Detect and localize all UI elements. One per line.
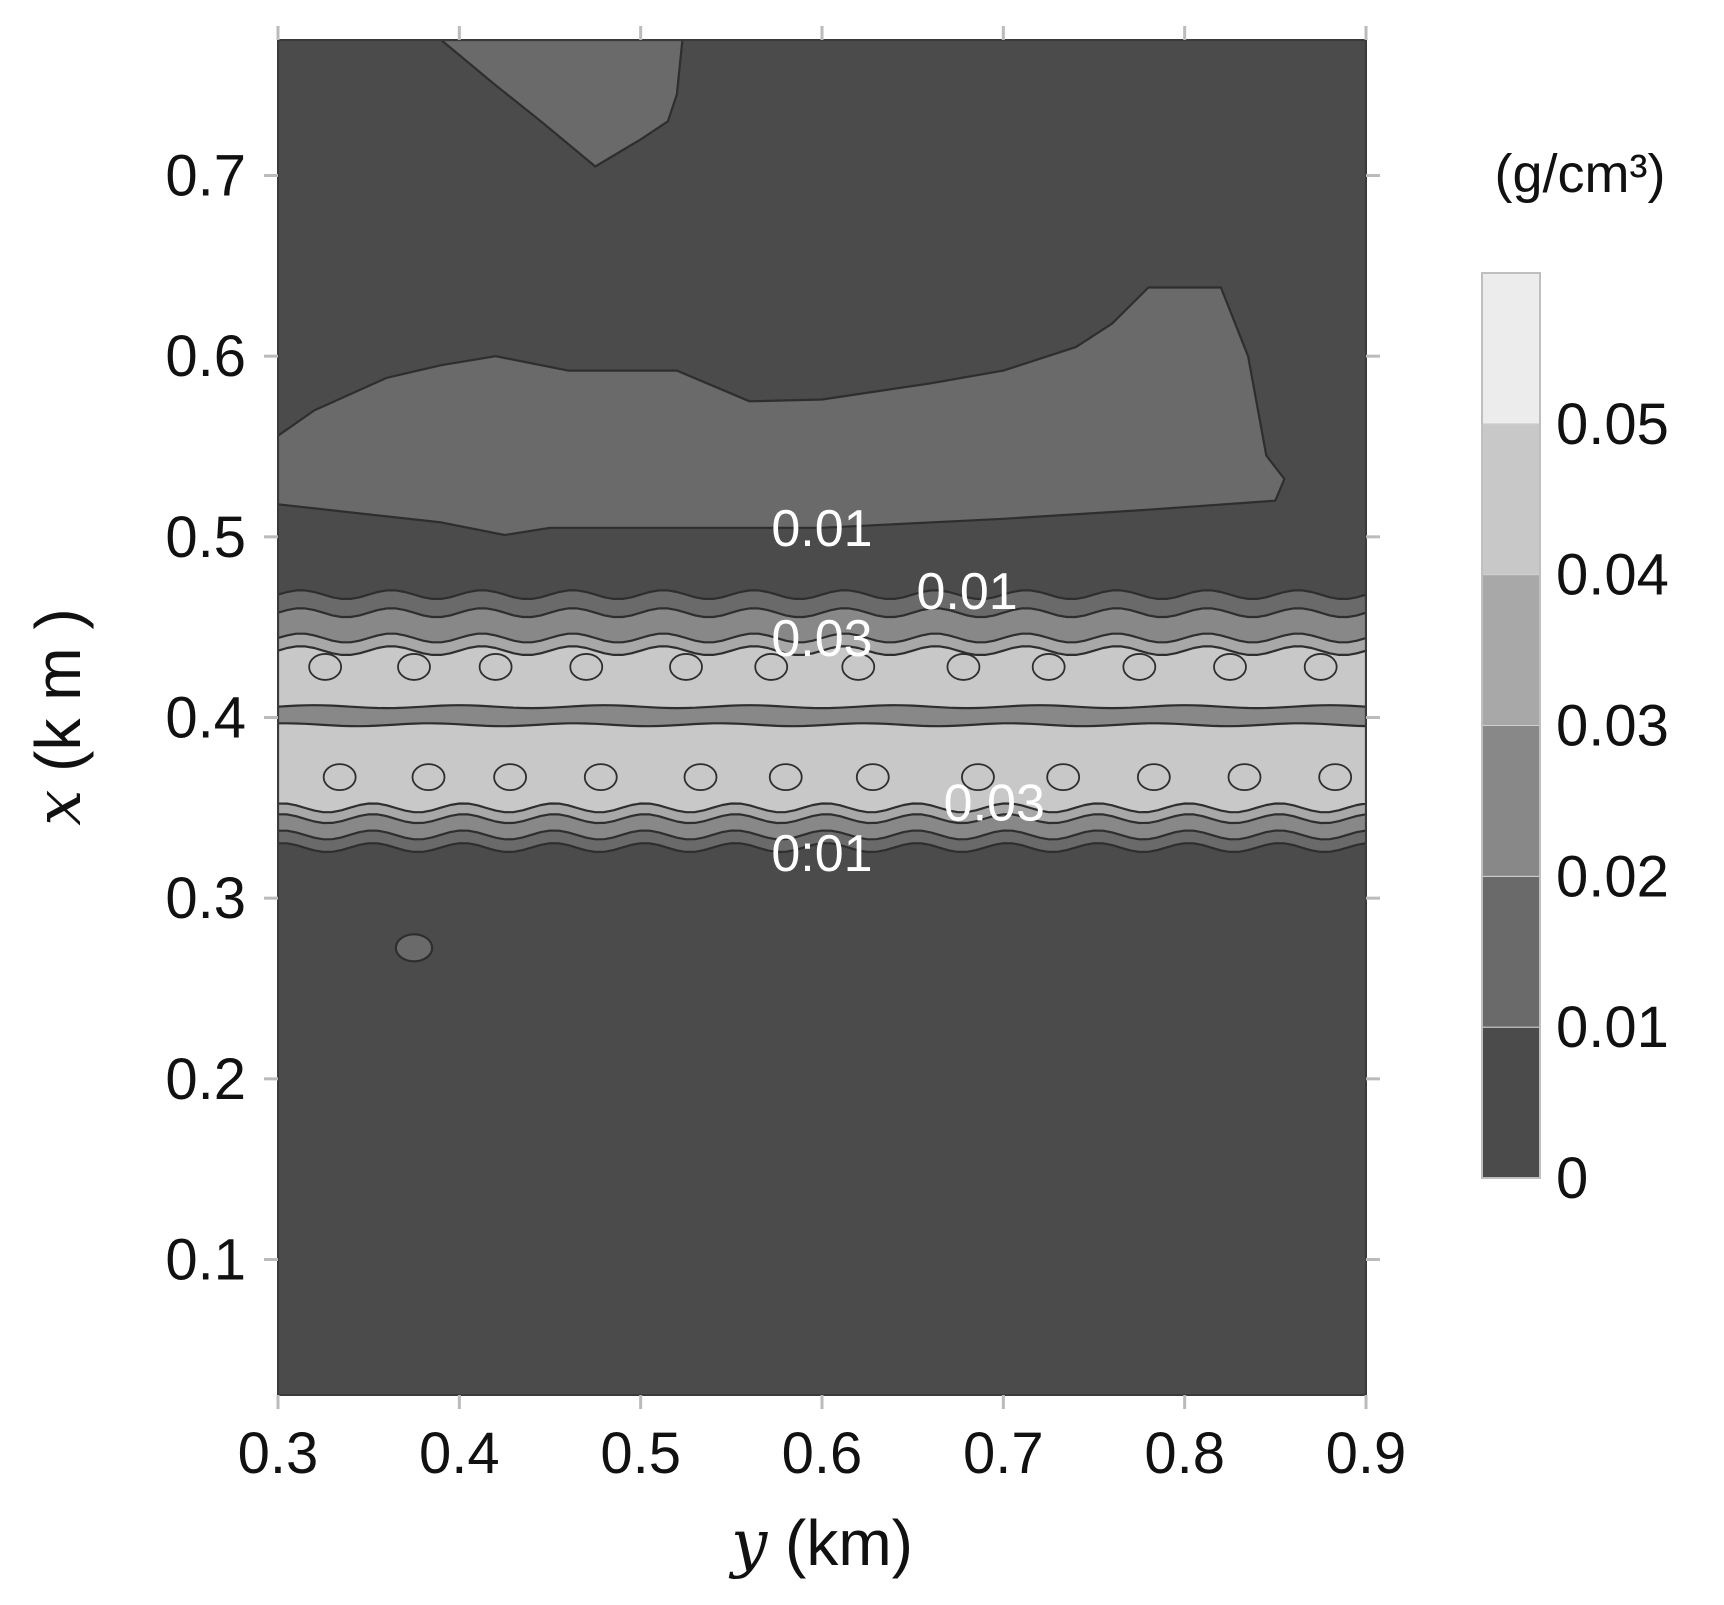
contour-island-lower-2 [493,763,528,792]
colorbar-label-2: 0.02 [1556,844,1669,909]
contour-label-3: 0.03 [944,774,1045,832]
contour-region-top-blob-0 [440,40,684,168]
contour-island-upper-3 [569,653,604,681]
colorbar-label-5: 0.05 [1556,392,1669,457]
y-tick-label-4: 0.5 [165,505,246,570]
colorbar-bin-3 [1481,574,1541,727]
contour-labels: 0.01 0.01 0.03 0.03 0:01 [771,500,1044,883]
x-tick-label-0: 0.3 [238,1421,319,1486]
colorbar-label-1: 0.01 [1556,995,1669,1060]
contour-island-upper-9 [1122,653,1157,681]
contour-island-lower-1 [411,763,446,792]
colorbar-label-3: 0.03 [1556,694,1669,759]
contour-label-1: 0.01 [916,563,1017,621]
colorbar-label-4: 0.04 [1556,543,1669,608]
contour-island-upper-1 [397,653,431,681]
contour-label-4: 0:01 [771,825,872,883]
contour-island-upper-6 [841,653,876,681]
contour-island-lower-10 [1227,763,1262,792]
contour-region-center-trough-7 [278,704,1366,728]
y-tick-label-6: 0.7 [165,144,246,209]
x-tick-label-6: 0.9 [1326,1421,1407,1486]
y-axis-title: x (k m ) [22,608,96,825]
contour-island-lower-5 [768,763,803,792]
axis-ticks: 0.3 0.4 0.5 0.6 0.7 0.8 0.9 0.1 0.2 0.3 0.4 0.5 0.6 0… [165,26,1406,1486]
x-axis-variable: y [728,1507,768,1581]
contour-island-upper-2 [478,653,513,681]
y-axis-unit: (k m ) [22,608,94,789]
contour-region-upper-band-1 [278,286,1286,537]
plot-area [278,40,1366,1395]
contour-label-0: 0.01 [771,500,872,558]
x-tick-label-4: 0.7 [963,1421,1044,1486]
contour-label-2: 0.03 [771,610,872,668]
colorbar: 0 0.01 0.02 0.03 0.04 0.05 [1481,272,1669,1211]
colorbar-bin-4 [1481,423,1541,576]
colorbar-bin-2 [1481,725,1541,877]
y-tick-label-0: 0.1 [165,1228,246,1293]
y-axis-variable: x [22,790,96,826]
contour-island-upper-10 [1213,653,1247,681]
contour-island-upper-8 [1031,653,1066,681]
colorbar-unit: (g/cm³) [1495,144,1666,204]
contour-region-stripe-6 [278,645,1366,814]
contour-island-lower-4 [683,763,718,792]
x-tick-label-3: 0.6 [782,1421,863,1486]
contour-island-lower-11 [1318,763,1353,792]
contour-island-lower-3 [583,763,618,792]
colorbar-bin-1 [1481,875,1541,1028]
contour-island-lower-0 [322,763,357,792]
x-tick-label-5: 0.8 [1144,1421,1225,1486]
y-tick-label-5: 0.6 [165,324,246,389]
contour-island-upper-7 [946,653,981,681]
contour-island-lower-7 [961,763,995,792]
contour-island-lower-8 [1046,763,1081,792]
y-tick-label-3: 0.4 [165,686,246,751]
contour-island-lower-9 [1136,763,1171,792]
x-axis-title: y (km) [728,1507,913,1581]
contour-island-upper-11 [1303,653,1338,681]
contour-island-lower-6 [855,763,890,792]
colorbar-border [1481,272,1541,1179]
contour-island-upper-0 [308,653,343,681]
colorbar-bin-5 [1481,272,1541,425]
contour-region-small-blob-2 [394,933,434,963]
x-tick-label-2: 0.5 [600,1421,681,1486]
y-tick-label-1: 0.2 [165,1047,246,1112]
contour-island-upper-4 [669,653,703,681]
x-axis-unit: (km) [767,1507,913,1579]
contour-island-upper-5 [754,653,789,681]
colorbar-bin-0 [1481,1026,1541,1179]
x-tick-label-1: 0.4 [419,1421,500,1486]
colorbar-label-0: 0 [1556,1146,1588,1211]
y-tick-label-2: 0.3 [165,866,246,931]
